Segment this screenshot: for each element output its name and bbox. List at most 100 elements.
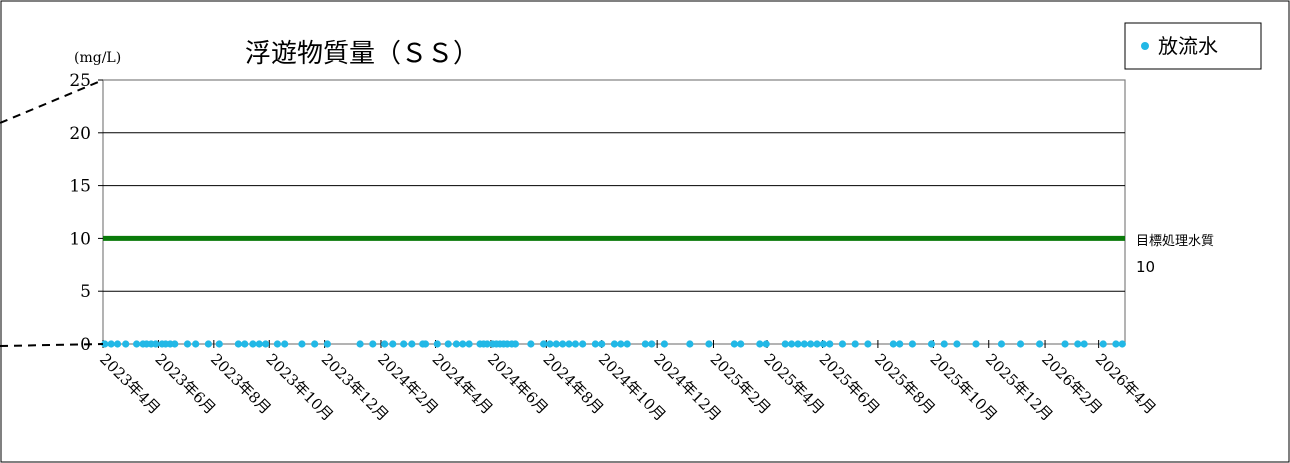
data-point xyxy=(781,340,789,348)
data-point xyxy=(204,340,212,348)
data-points xyxy=(101,340,1126,348)
data-point xyxy=(262,340,270,348)
data-point xyxy=(444,340,452,348)
data-point xyxy=(762,340,770,348)
data-point xyxy=(241,340,249,348)
data-point xyxy=(546,340,554,348)
data-point xyxy=(400,340,408,348)
legend[interactable]: 放流水 xyxy=(1124,22,1262,70)
data-point xyxy=(215,340,223,348)
data-point xyxy=(107,340,115,348)
data-point xyxy=(171,340,179,348)
data-point xyxy=(788,340,796,348)
y-tick-label: 15 xyxy=(69,177,91,197)
data-point xyxy=(323,340,331,348)
data-point xyxy=(1061,340,1069,348)
data-point xyxy=(617,340,625,348)
data-point xyxy=(591,340,599,348)
data-point xyxy=(927,340,936,348)
data-point xyxy=(249,340,257,348)
data-point xyxy=(571,340,579,348)
data-point xyxy=(1118,340,1126,348)
data-point xyxy=(648,340,656,348)
data-point xyxy=(610,340,619,348)
data-point xyxy=(234,340,242,348)
data-point xyxy=(539,340,548,348)
data-point xyxy=(730,340,738,348)
data-point xyxy=(807,340,815,348)
data-point xyxy=(737,340,745,348)
data-point xyxy=(527,340,535,348)
data-point xyxy=(389,340,397,348)
data-point xyxy=(705,340,713,348)
data-point xyxy=(686,340,694,348)
data-point xyxy=(122,340,130,348)
y-tick-label: 5 xyxy=(80,282,91,302)
data-point xyxy=(896,340,904,348)
data-point xyxy=(1099,340,1107,348)
data-point xyxy=(281,340,289,348)
data-point xyxy=(1036,340,1044,348)
data-point xyxy=(819,340,827,348)
data-point xyxy=(908,340,917,348)
data-point xyxy=(465,340,473,348)
data-point xyxy=(273,340,282,348)
data-point xyxy=(408,340,416,348)
leader-line-bottom xyxy=(0,343,104,347)
data-point xyxy=(623,340,631,348)
y-unit-label: (mg/L) xyxy=(74,50,121,66)
data-point xyxy=(459,340,467,348)
data-point xyxy=(851,340,859,348)
reference-line-value: 10 xyxy=(1136,258,1155,276)
data-point xyxy=(826,340,834,348)
data-point xyxy=(813,340,821,348)
data-point xyxy=(192,340,200,348)
data-point xyxy=(756,340,764,348)
data-point xyxy=(552,340,560,348)
data-point xyxy=(421,340,430,348)
data-point xyxy=(311,340,319,348)
reference-line-label: 目標処理水質 xyxy=(1136,234,1214,249)
leader-line-top xyxy=(0,79,104,124)
data-point xyxy=(101,340,109,348)
data-point xyxy=(152,340,160,348)
data-point xyxy=(183,340,192,348)
plot-area xyxy=(102,79,1126,345)
data-point xyxy=(800,340,808,348)
data-point xyxy=(298,340,306,348)
data-point xyxy=(356,340,364,348)
data-point xyxy=(1074,340,1082,348)
data-point xyxy=(559,340,567,348)
data-point xyxy=(113,340,122,348)
data-point xyxy=(598,340,606,348)
data-point xyxy=(641,340,649,348)
y-tick-label: 10 xyxy=(69,229,91,249)
data-point xyxy=(972,340,980,348)
data-point xyxy=(579,340,587,348)
chart-title: 浮遊物質量（ＳＳ） xyxy=(245,39,479,69)
data-point xyxy=(369,340,377,348)
data-point xyxy=(838,340,847,348)
legend-marker xyxy=(1141,42,1149,50)
data-point xyxy=(452,340,460,348)
data-point xyxy=(133,340,141,348)
data-point xyxy=(997,340,1006,348)
data-point xyxy=(1080,340,1088,348)
y-axis-ticks: 0510152025 xyxy=(69,71,103,355)
data-point xyxy=(511,340,520,348)
y-tick-label: 25 xyxy=(69,71,91,91)
data-point xyxy=(889,340,897,348)
data-point xyxy=(660,340,669,348)
data-point xyxy=(1016,340,1025,348)
data-point xyxy=(940,340,948,348)
data-point xyxy=(381,340,389,348)
data-point xyxy=(794,340,802,348)
data-point xyxy=(864,340,872,348)
data-point xyxy=(433,340,441,348)
data-point xyxy=(483,340,491,348)
data-point xyxy=(953,340,961,348)
legend-label: 放流水 xyxy=(1158,34,1218,58)
y-tick-label: 20 xyxy=(69,124,91,144)
